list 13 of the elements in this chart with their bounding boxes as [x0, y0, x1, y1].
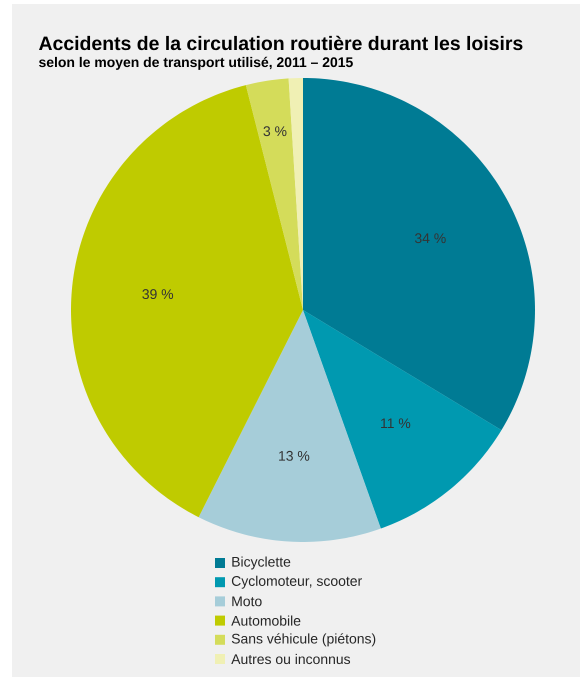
data-label: 39 %: [142, 289, 174, 300]
legend-label: Automobile: [231, 615, 300, 626]
data-label: 3 %: [263, 126, 286, 136]
chart-subtitle: selon le moyen de transport utilisé, 2011 – 2015: [39, 56, 353, 70]
legend-label: Moto: [232, 596, 262, 606]
legend-label: Sans véhicule (piétons): [232, 633, 376, 646]
chart-title: Accidents de la circulation routière durant les loisirs: [39, 36, 522, 50]
data-label: 34 %: [414, 233, 446, 244]
legend-label: Bicyclette: [232, 556, 290, 570]
data-label: 13 %: [279, 450, 310, 461]
legend-label: Cyclomoteur, scooter: [232, 576, 362, 589]
legend-label: Autres ou inconnus: [231, 654, 350, 664]
data-label: 11 %: [381, 418, 410, 428]
